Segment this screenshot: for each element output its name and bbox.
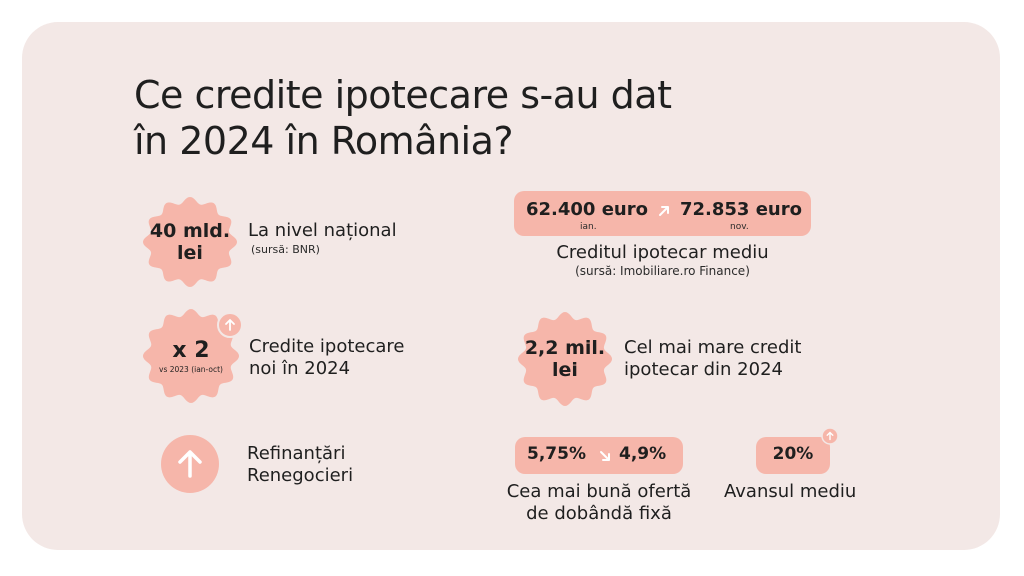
refinancing-label: Refinanțări Renegocieri — [247, 443, 353, 487]
new-credits-label-line-1: Credite ipotecare — [249, 336, 405, 357]
average-credit-pill: 62.400 euro ian. 72.853 euro nov. — [514, 191, 811, 236]
new-credits-label: Credite ipotecare noi în 2024 — [249, 336, 405, 380]
national-label: La nivel național — [248, 220, 397, 241]
title-line-1: Ce credite ipotecare s-au dat — [134, 73, 672, 117]
title-line-2: în 2024 în România? — [134, 119, 514, 163]
best-rate-from-value: 5,75% — [527, 444, 586, 464]
national-source: (sursă: BNR) — [251, 243, 320, 256]
new-credits-comparison: vs 2023 (ian-oct) — [159, 364, 223, 374]
arrow-up-right-icon — [659, 206, 669, 216]
down-payment-pill: 20% — [756, 437, 830, 474]
refinancing-label-line-2: Renegocieri — [247, 465, 354, 486]
down-payment-label: Avansul mediu — [724, 481, 857, 502]
best-rate-pill: 5,75% 4,9% — [515, 437, 683, 474]
average-credit-label: Creditul ipotecar mediu — [556, 242, 769, 263]
new-credits-badge: x 2 vs 2023 (ian-oct) — [142, 308, 240, 404]
largest-credit-label: Cel mai mare credit ipotecar din 2024 — [624, 337, 801, 381]
average-credit-nov-value: 72.853 euro — [680, 199, 802, 220]
new-credits-label-line-2: noi în 2024 — [249, 358, 351, 379]
best-rate-label-line-2: de dobândă fixă — [526, 503, 672, 524]
scalloped-badge-shape — [143, 197, 237, 287]
scalloped-badge-shape — [518, 312, 612, 406]
average-credit-source: (sursă: Imobiliare.ro Finance) — [575, 264, 750, 278]
national-volume-unit: lei — [177, 242, 203, 264]
new-credits-multiplier: x 2 — [172, 337, 210, 363]
national-volume-badge: 40 mld. lei — [142, 196, 238, 288]
down-payment-value: 20% — [772, 444, 814, 464]
refinancing-label-line-1: Refinanțări — [247, 443, 346, 464]
average-credit-nov-label: nov. — [730, 222, 749, 232]
largest-credit-badge: 2,2 mil. lei — [517, 311, 613, 407]
arrow-down-right-icon — [600, 451, 610, 461]
arrow-up-icon — [821, 427, 839, 445]
average-credit-jan-value: 62.400 euro — [526, 199, 648, 220]
largest-credit-label-line-1: Cel mai mare credit — [624, 337, 802, 358]
arrow-up-icon — [161, 435, 219, 493]
national-volume-value: 40 mld. — [149, 220, 231, 242]
average-credit-jan-label: ian. — [580, 222, 597, 232]
best-rate-label-line-1: Cea mai bună ofertă — [506, 481, 692, 502]
best-rate-label: Cea mai bună ofertă de dobândă fixă — [494, 481, 704, 525]
largest-credit-value: 2,2 mil. — [524, 337, 606, 359]
page-title: Ce credite ipotecare s-au dat în 2024 în… — [134, 72, 672, 164]
largest-credit-label-line-2: ipotecar din 2024 — [624, 359, 783, 380]
scalloped-badge-shape — [143, 309, 239, 403]
largest-credit-unit: lei — [552, 359, 578, 381]
arrow-up-icon — [217, 312, 243, 338]
best-rate-to-value: 4,9% — [619, 444, 667, 464]
